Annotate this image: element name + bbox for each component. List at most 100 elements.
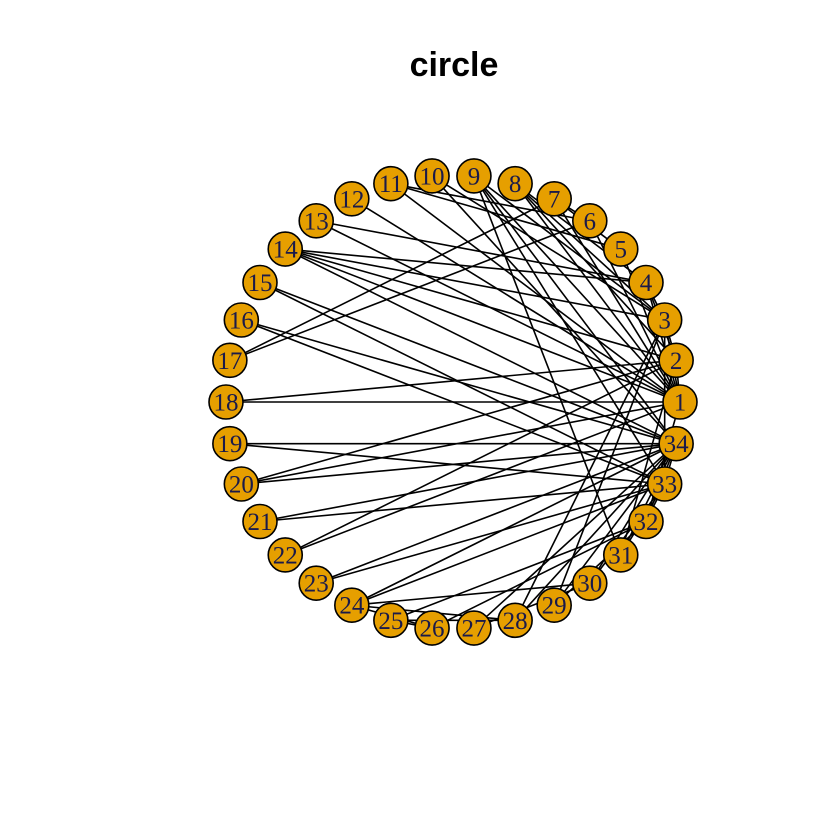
node-5: 5	[602, 231, 639, 267]
node-label-31: 31	[608, 542, 633, 569]
edge-1-12	[351, 198, 681, 403]
node-7: 7	[536, 180, 572, 217]
node-circle-9	[456, 158, 492, 194]
node-label-23: 23	[304, 571, 329, 598]
node-circle-8	[497, 165, 533, 202]
node-label-27: 27	[461, 616, 486, 643]
node-26: 26	[414, 610, 450, 646]
edge-30-33	[589, 483, 666, 584]
node-1: 1	[662, 384, 698, 420]
node-circle-21	[242, 503, 278, 540]
edge-6-17	[229, 220, 591, 362]
node-label-8: 8	[509, 171, 522, 198]
node-14: 14	[267, 231, 304, 267]
edge-5-11	[390, 182, 621, 250]
node-label-9: 9	[468, 163, 481, 190]
node-circle-34	[658, 425, 694, 462]
node-12: 12	[334, 180, 370, 217]
node-24: 24	[334, 587, 370, 624]
node-circle-29	[536, 587, 572, 624]
node-circle-17	[212, 342, 248, 379]
node-label-21: 21	[248, 509, 273, 536]
edge-2-22	[284, 359, 677, 556]
edge-20-34	[241, 442, 677, 485]
node-22: 22	[267, 537, 304, 573]
node-circle-2	[658, 342, 694, 379]
node-circle-16	[223, 302, 260, 338]
node-4: 4	[628, 264, 664, 301]
node-33: 33	[646, 466, 683, 502]
edge-24-33	[351, 483, 665, 606]
node-23: 23	[298, 565, 335, 601]
edge-28-34	[514, 443, 677, 621]
edge-3-28	[514, 319, 666, 621]
node-circle-31	[602, 537, 639, 573]
edge-14-34	[284, 248, 677, 445]
node-label-10: 10	[420, 163, 445, 190]
edge-3-14	[285, 248, 665, 321]
node-28: 28	[497, 602, 533, 639]
node-15: 15	[242, 264, 278, 301]
node-label-11: 11	[379, 171, 403, 198]
edge-15-34	[259, 281, 677, 445]
edge-24-34	[351, 442, 677, 606]
node-13: 13	[298, 203, 335, 239]
node-label-2: 2	[670, 348, 683, 375]
edge-31-34	[620, 443, 677, 556]
node-circle-15	[242, 264, 278, 301]
edge-21-34	[259, 442, 677, 523]
node-layer: 1234567891011121314151617181920212223242…	[208, 158, 698, 646]
node-circle-28	[497, 602, 533, 639]
edge-1-14	[284, 248, 681, 403]
node-circle-32	[628, 503, 664, 540]
node-label-30: 30	[577, 571, 602, 598]
edge-4-14	[285, 248, 647, 284]
node-label-5: 5	[615, 237, 628, 264]
edge-26-32	[431, 520, 647, 629]
edge-2-20	[241, 359, 677, 485]
edge-1-9	[473, 175, 681, 403]
node-label-22: 22	[273, 542, 298, 569]
node-17: 17	[212, 342, 248, 379]
edge-10-34	[431, 175, 677, 445]
edge-1-22	[284, 401, 681, 556]
node-circle-6	[571, 203, 608, 239]
node-circle-1	[662, 384, 698, 420]
node-11: 11	[373, 165, 409, 202]
node-circle-4	[628, 264, 664, 301]
node-label-32: 32	[633, 509, 658, 536]
node-label-7: 7	[548, 186, 561, 213]
node-circle-22	[267, 537, 304, 573]
edge-9-34	[473, 175, 677, 445]
node-circle-3	[646, 302, 683, 338]
edge-27-34	[473, 443, 677, 629]
node-34: 34	[658, 425, 694, 462]
node-27: 27	[456, 610, 492, 646]
node-circle-20	[223, 466, 260, 502]
node-label-24: 24	[339, 593, 365, 620]
node-29: 29	[536, 587, 572, 624]
node-6: 6	[571, 203, 608, 239]
node-10: 10	[414, 158, 450, 194]
edge-9-31	[473, 175, 622, 556]
edge-19-33	[229, 442, 665, 485]
node-18: 18	[208, 384, 244, 420]
node-circle-30	[571, 565, 608, 601]
node-circle-19	[212, 425, 248, 462]
node-2: 2	[658, 342, 694, 379]
node-9: 9	[456, 158, 492, 194]
node-label-28: 28	[503, 608, 528, 635]
edge-23-34	[315, 442, 677, 584]
node-label-4: 4	[640, 270, 653, 297]
edge-1-13	[315, 220, 681, 403]
edge-layer	[225, 175, 681, 629]
edge-9-33	[473, 175, 666, 485]
node-label-13: 13	[304, 208, 329, 235]
node-8: 8	[497, 165, 533, 202]
node-label-20: 20	[229, 472, 254, 499]
edge-4-13	[316, 220, 647, 284]
node-31: 31	[602, 537, 639, 573]
edge-2-14	[285, 248, 677, 362]
node-label-14: 14	[273, 237, 299, 264]
